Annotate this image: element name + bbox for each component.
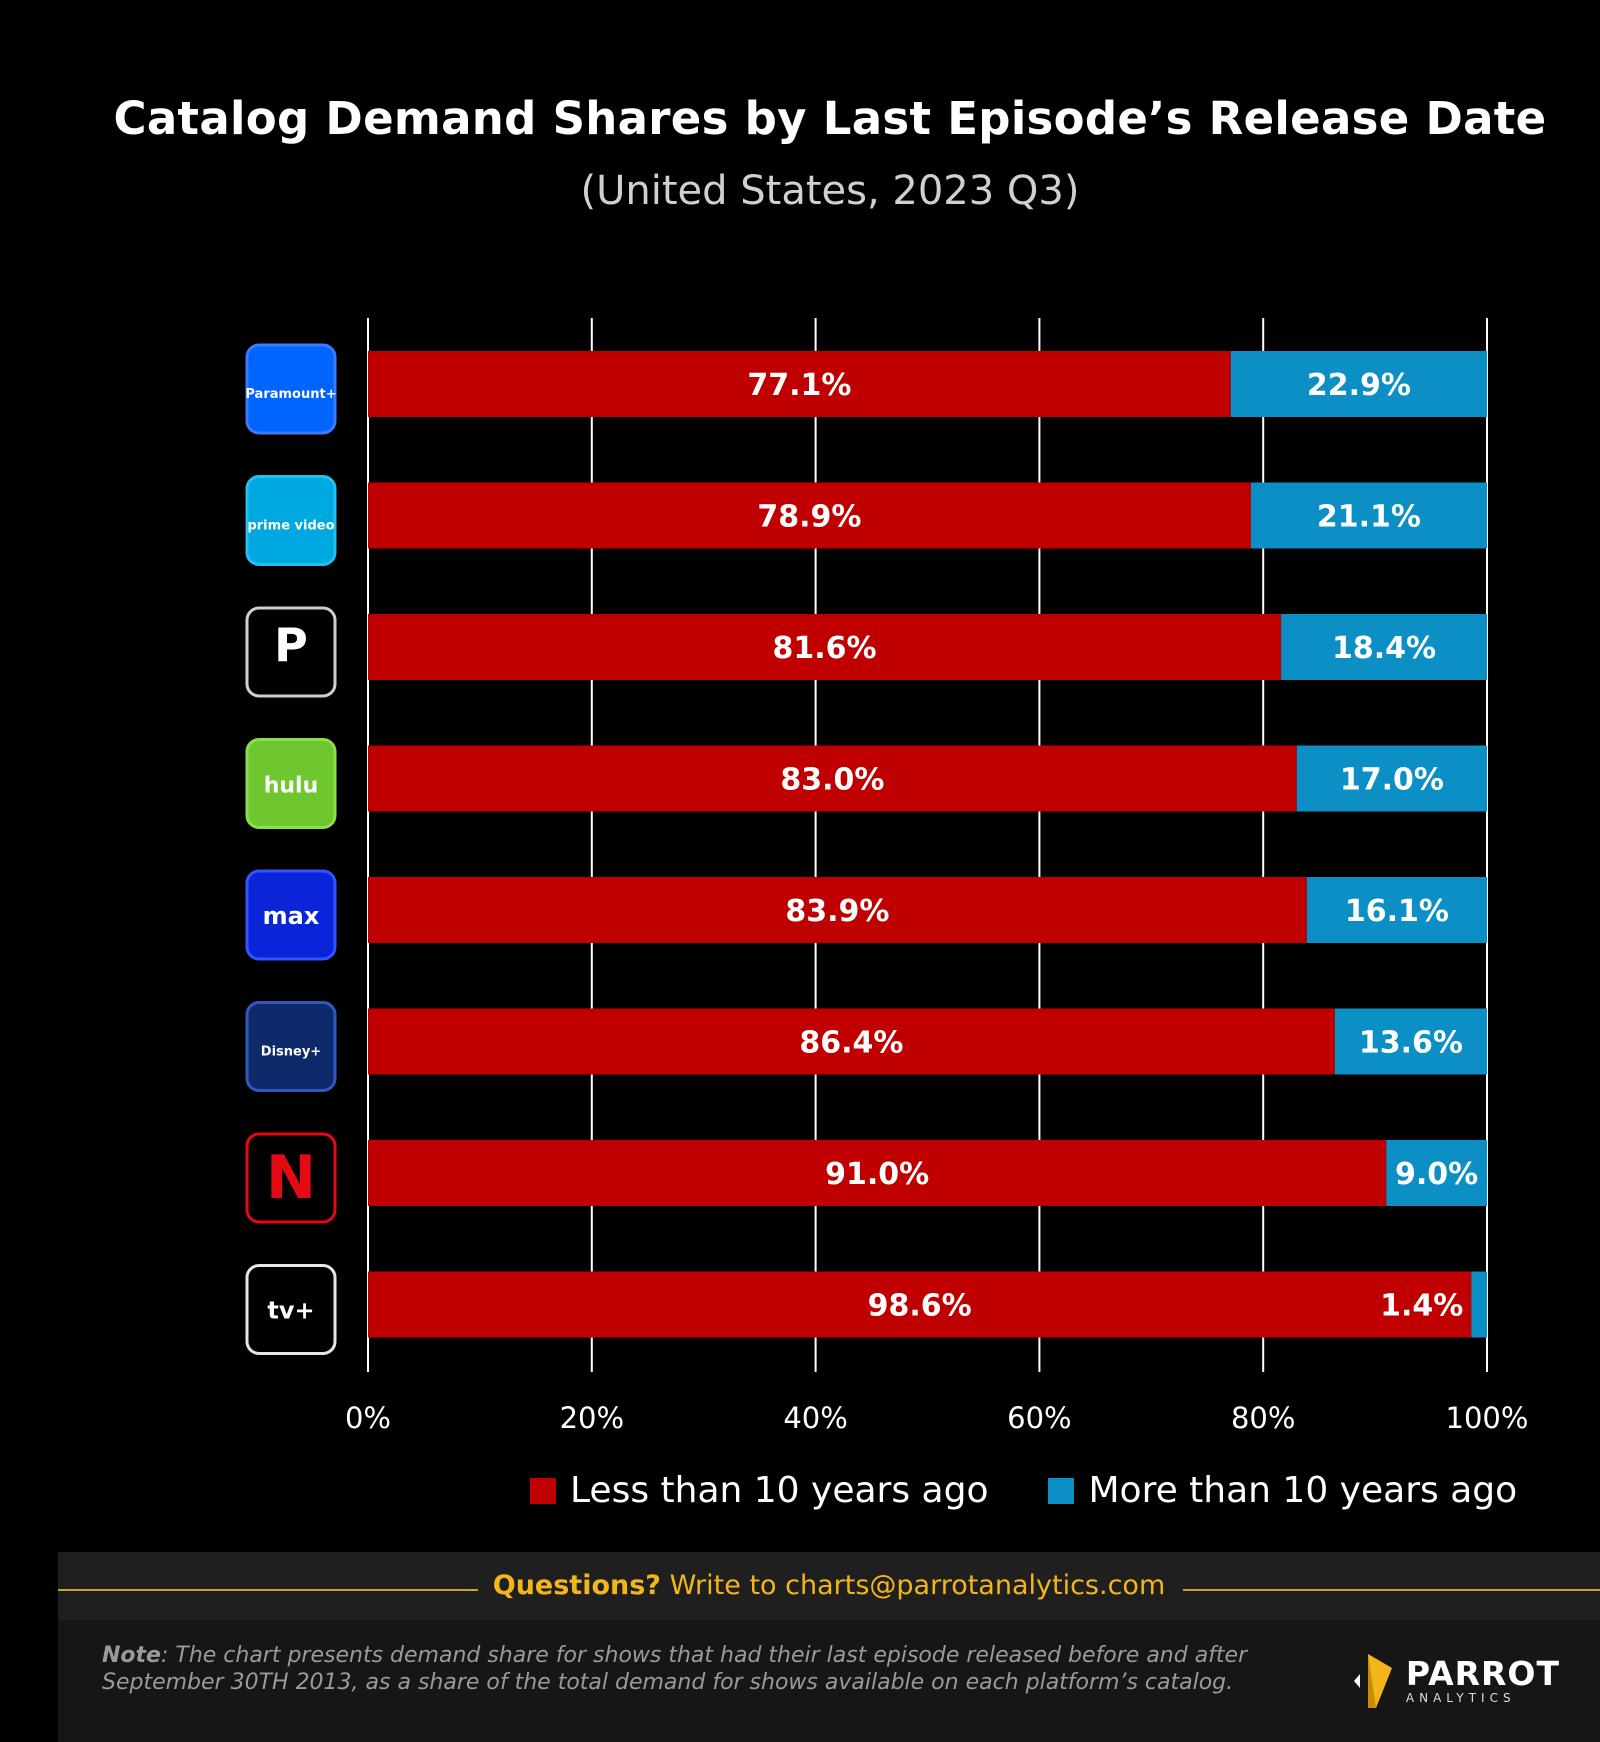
hulu-logo-icon: [245, 738, 337, 829]
data-label-more: 18.4%: [1332, 631, 1436, 666]
data-label-less: 81.6%: [773, 631, 877, 666]
data-label-more: 17.0%: [1340, 763, 1444, 798]
prime-video-logo-icon: [245, 475, 337, 566]
bar-less-than-10-years: [368, 351, 1231, 417]
netflix-logo-icon: [245, 1132, 337, 1224]
logo-text: P: [274, 618, 308, 672]
footer: Questions? Write to charts@parrotanalyti…: [58, 1552, 1600, 1742]
questions-line: Questions? Write to charts@parrotanalyti…: [58, 1570, 1600, 1601]
legend-item-more: More than 10 years ago: [1048, 1470, 1517, 1511]
footer-rule-left: [58, 1589, 478, 1591]
max-logo-icon: [245, 869, 337, 961]
parrot-analytics-logo: PARROT ANALYTICS: [1346, 1652, 1560, 1710]
chart-title: Catalog Demand Shares by Last Episode’s …: [113, 92, 1547, 145]
paramount-logo-icon: [245, 343, 337, 435]
bar-more-than-10-years: [1230, 351, 1487, 417]
bar-more-than-10-years: [1471, 1271, 1487, 1338]
note-label: Note: [102, 1643, 161, 1668]
x-tick-label: 100%: [1446, 1401, 1529, 1435]
bar-chart: 0% 20% 40% 60% 80% 100% 77.1% 22.9% Paramount+ 78…: [245, 318, 1529, 1435]
apple-tv-logo-icon: [245, 1264, 337, 1355]
parrot-logo-icon: [1353, 1654, 1392, 1708]
questions-label: Questions?: [492, 1570, 661, 1601]
bar-less-than-10-years: [368, 1271, 1472, 1338]
footer-rule-right: [1183, 1589, 1600, 1591]
data-label-less: 91.0%: [825, 1157, 929, 1192]
x-tick-label: 60%: [1007, 1401, 1071, 1435]
x-tick-label: 20%: [560, 1401, 624, 1435]
data-label-more: 9.0%: [1395, 1157, 1478, 1192]
data-label-less: 98.6%: [868, 1289, 972, 1324]
legend-swatch-less: [530, 1477, 556, 1504]
bar-less-than-10-years: [368, 745, 1297, 812]
note-text: : The chart presents demand share for sh…: [102, 1643, 1248, 1695]
questions-text[interactable]: Write to charts@parrotanalytics.com: [669, 1570, 1166, 1601]
logo-text: tv+: [267, 1297, 314, 1325]
bar-more-than-10-years: [1281, 614, 1487, 680]
chart-subtitle: (United States, 2023 Q3): [580, 168, 1080, 214]
data-label-less: 86.4%: [799, 1026, 903, 1061]
bar-more-than-10-years: [1334, 1008, 1487, 1075]
bar-more-than-10-years: [1306, 877, 1487, 943]
logo-text: N: [266, 1143, 316, 1213]
peacock-logo-icon: [245, 606, 337, 698]
data-label-less: 83.0%: [780, 763, 884, 798]
legend-label-less: Less than 10 years ago: [570, 1470, 989, 1511]
legend-swatch-more: [1048, 1477, 1075, 1504]
data-label-more: 21.1%: [1317, 500, 1421, 535]
data-label-less: 77.1%: [747, 368, 851, 403]
legend: Less than 10 years ago More than 10 year…: [530, 1470, 1577, 1511]
footnote: Note: The chart presents demand share fo…: [102, 1642, 1302, 1696]
bar-more-than-10-years: [1386, 1140, 1487, 1206]
bar-less-than-10-years: [368, 1008, 1335, 1075]
x-tick-label: 40%: [783, 1401, 847, 1435]
data-label-more: 13.6%: [1359, 1026, 1463, 1061]
logo-text: Disney+: [261, 1045, 321, 1060]
bar-less-than-10-years: [368, 614, 1282, 680]
data-label-less: 78.9%: [757, 500, 861, 535]
logo-text: hulu: [264, 774, 319, 799]
x-tick-label: 80%: [1231, 1401, 1295, 1435]
brand-sub: ANALYTICS: [1405, 1691, 1516, 1705]
logo-text: prime video: [247, 519, 334, 534]
legend-label-more: More than 10 years ago: [1088, 1470, 1518, 1511]
logo-text: Paramount+: [245, 387, 336, 402]
disney-plus-logo-icon: [245, 1001, 337, 1092]
footer-contact-bar: Questions? Write to charts@parrotanalyti…: [58, 1552, 1600, 1620]
data-label-more: 16.1%: [1345, 894, 1449, 929]
data-label-more: 1.4%: [1380, 1289, 1463, 1324]
data-label-more: 22.9%: [1307, 368, 1411, 403]
x-tick-label: 0%: [345, 1401, 391, 1435]
data-label-less: 83.9%: [785, 894, 889, 929]
bar-more-than-10-years: [1296, 745, 1487, 812]
bar-more-than-10-years: [1250, 482, 1487, 549]
bar-less-than-10-years: [368, 482, 1251, 549]
bar-less-than-10-years: [368, 1140, 1387, 1206]
bar-less-than-10-years: [368, 877, 1307, 943]
brand-name: PARROT: [1405, 1654, 1560, 1693]
logo-text: max: [263, 902, 320, 930]
legend-item-less: Less than 10 years ago: [530, 1470, 988, 1511]
